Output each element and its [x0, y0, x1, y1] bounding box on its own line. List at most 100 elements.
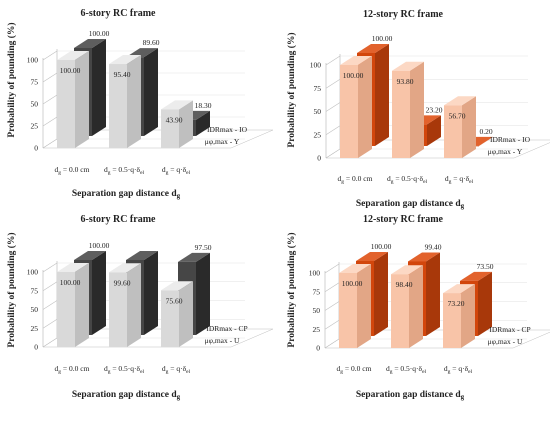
y-axis-label: Probability of pounding (%) [286, 232, 297, 347]
x-category-label: dg = q·δel [162, 364, 191, 375]
bar-2-s1-2 [392, 61, 424, 158]
series-label: μφ,max - U [488, 337, 523, 346]
chart-title: 12-story RC frame [363, 9, 444, 20]
y-tick-label: 50 [313, 306, 321, 315]
bar-1-s1-3 [161, 100, 193, 148]
y-tick-label: 100 [27, 56, 39, 65]
bar-1-s1-2-front [109, 64, 127, 148]
data-label: 73.20 [448, 299, 465, 308]
bar-4-s1-3-front [443, 293, 461, 348]
bar-top [460, 271, 492, 281]
x-category-label: dg = q·δel [444, 364, 473, 375]
bar-2-s1-2-top [392, 61, 424, 71]
bar-2-s1-3-front [444, 105, 462, 158]
bar-3-s1-1-front [57, 272, 75, 347]
bar-top [126, 251, 158, 260]
series-label: μφ,max - Y [488, 147, 523, 156]
x-category-label: dg = q·δel [162, 165, 191, 176]
y-tick-label: 50 [31, 305, 39, 314]
bar-side [375, 44, 389, 146]
bar-2-s1-1-side [358, 56, 372, 158]
y-tick-label: 75 [313, 287, 321, 296]
data-label: 75.60 [166, 296, 183, 305]
bar-3-s1-2-side [127, 263, 141, 347]
y-tick-label: 75 [314, 84, 322, 93]
x-category-label: dg = 0.0 cm [55, 364, 90, 375]
x-category-label: dg = 0.5·q·δel [104, 165, 145, 176]
gridline-side [42, 281, 58, 292]
data-label: 43.90 [166, 115, 183, 124]
data-label: 73.50 [477, 262, 494, 271]
bar-3-s1-3 [161, 281, 193, 347]
bar-1-s1-1-side [75, 51, 89, 148]
y-tick-label: 75 [31, 286, 39, 295]
series-label: IDRmax - CP [206, 324, 247, 333]
chart-panel-4: 0 25 50 75 100 100.00 100.00 dg = 0.0 cm 99.40 98… [286, 214, 550, 401]
bar-3-s1-2 [109, 263, 141, 347]
bar-2-s1-1-top [340, 56, 372, 65]
chart-panel-1: 0 25 50 75 100 100.00 100.00 dg = 0.0 cm 89.60 95… [6, 8, 274, 200]
x-axis-label: Separation gap distance dg [356, 199, 465, 210]
y-axis-label: Probability of pounding (%) [6, 232, 17, 347]
bar-top [178, 252, 210, 262]
x-category-label: dg = 0.5·q·δel [104, 364, 145, 375]
gridline-side [324, 301, 340, 311]
bar-1-s1-2-top [109, 55, 141, 65]
gridline-side [325, 102, 341, 112]
bar-4-s1-3-top [443, 284, 475, 294]
bar-2-s1-3-side [462, 96, 476, 158]
bar-side [144, 48, 158, 136]
gridline-side [325, 55, 341, 66]
series-label: IDRmax - IO [490, 135, 531, 144]
x-category-label: dg = 0.0 cm [338, 174, 373, 185]
data-label: 100.00 [372, 34, 393, 43]
gridline-side [42, 116, 58, 127]
bar-1-s1-1-front [57, 60, 75, 148]
bar-1-s1-1 [57, 51, 89, 148]
chart-title: 6-story RC frame [81, 214, 157, 225]
data-label: 100.00 [371, 242, 392, 251]
bar-4-s1-1-top [339, 264, 371, 273]
data-label: 100.00 [89, 29, 110, 38]
gridline-side [324, 319, 340, 330]
gridline-side [325, 125, 341, 136]
bar-1-s1-1-top [57, 51, 89, 60]
data-label: 100.00 [343, 71, 364, 80]
bar-side [478, 271, 492, 336]
x-axis-label: Separation gap distance dg [72, 390, 181, 401]
series-label: μφ,max - Y [205, 137, 240, 146]
bar-1-s1-3-top [161, 100, 193, 110]
x-category-label: dg = 0.5·q·δel [387, 174, 428, 185]
y-tick-label: 100 [27, 268, 39, 277]
y-axis-label: Probability of pounding (%) [286, 32, 297, 147]
bar-top [74, 39, 106, 48]
bar-2-s1-1 [340, 56, 372, 158]
data-label: 98.40 [396, 280, 413, 289]
x-category-label: dg = 0.5·q·δel [386, 364, 427, 375]
data-label: 99.40 [425, 242, 442, 251]
data-label: 100.00 [342, 279, 363, 288]
x-category-label: dg = 0.0 cm [337, 364, 372, 375]
bar-side [427, 115, 441, 146]
bar-side [92, 251, 106, 335]
series-label: μφ,max - U [205, 336, 240, 345]
y-tick-label: 100 [310, 61, 322, 70]
bar-side [374, 252, 388, 336]
y-tick-label: 25 [313, 325, 321, 334]
bar-3-s1-3-front [161, 290, 179, 347]
data-label: 95.40 [114, 70, 131, 79]
bar-side [196, 252, 210, 335]
data-label: 97.50 [195, 243, 212, 252]
y-tick-label: 0 [34, 144, 38, 153]
chart-title: 12-story RC frame [363, 214, 444, 225]
y-tick-label: 50 [314, 107, 322, 116]
bar-3-s1-2-top [109, 263, 141, 273]
y-axis-label: Probability of pounding (%) [6, 22, 17, 137]
y-tick-label: 0 [316, 344, 320, 353]
bar-4-s1-3 [443, 284, 475, 348]
series-label: IDRmax - CP [489, 325, 530, 334]
bar-3-s1-2-front [109, 272, 127, 347]
gridline-side [324, 263, 340, 274]
bar-top [74, 251, 106, 260]
